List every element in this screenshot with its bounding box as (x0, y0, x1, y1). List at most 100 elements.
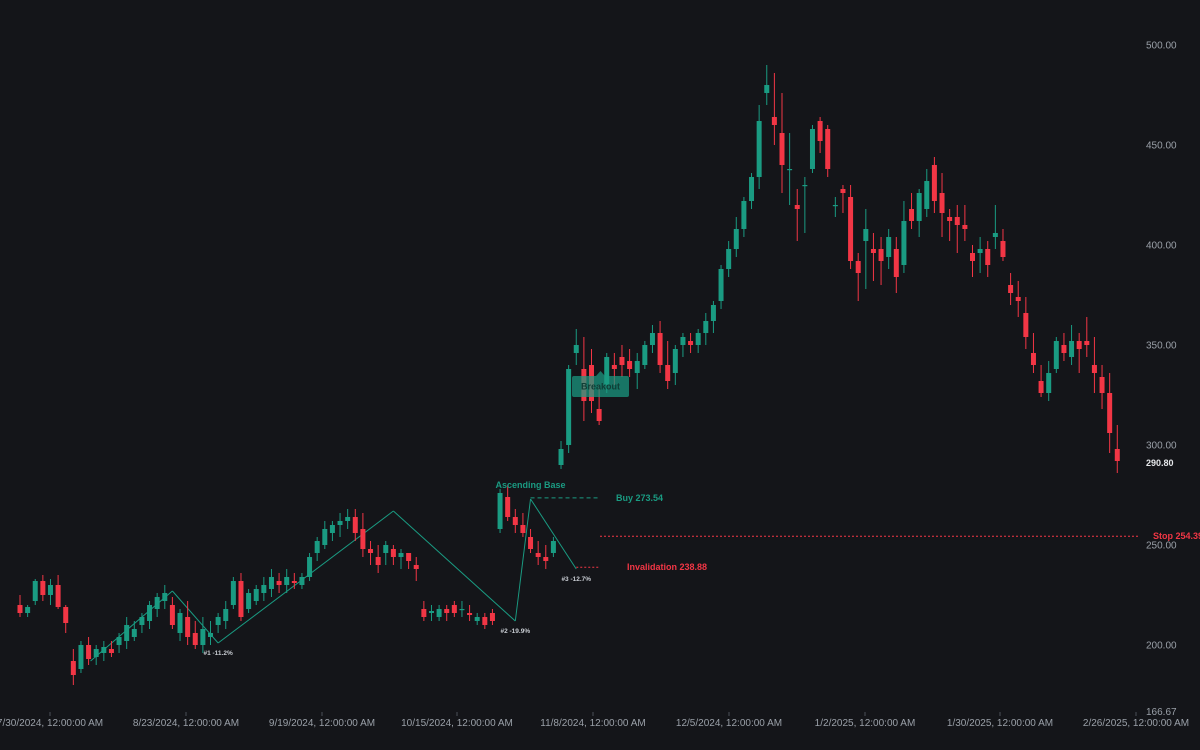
x-tick-label: 8/23/2024, 12:00:00 AM (133, 718, 239, 729)
pattern-labels: 290.80 166.67 #1 -11.2% #2 -19.9% #3 -12.7… (203, 371, 1177, 718)
candle-body (1099, 377, 1105, 393)
candle-body (162, 593, 168, 601)
candle-body (467, 613, 473, 615)
candle-body (749, 177, 755, 201)
candle-body (1015, 297, 1021, 301)
candle-body (794, 205, 800, 209)
candle-body (573, 345, 579, 353)
candle-body (230, 581, 236, 605)
candle-body (451, 605, 457, 613)
candle-body (809, 129, 815, 169)
y-tick-label: 250.00 (1146, 541, 1177, 552)
candle-body (215, 617, 221, 625)
candle-body (1061, 345, 1067, 353)
candle-body (924, 181, 930, 209)
candle-body (154, 597, 160, 609)
candle-body (947, 217, 953, 221)
candle-body (307, 557, 313, 577)
candle-body (32, 581, 38, 601)
x-tick-label: 10/15/2024, 12:00:00 AM (401, 718, 513, 729)
ascending-base-label: Ascending Base (496, 480, 566, 490)
candle-body (375, 557, 381, 565)
candle-body (550, 541, 556, 553)
candle-body (970, 253, 975, 261)
candle-body (223, 609, 229, 621)
candle-body (1091, 365, 1097, 373)
x-tick-label: 11/8/2024, 12:00:00 AM (540, 718, 645, 729)
candle-body (939, 193, 945, 213)
candle-body (992, 233, 998, 237)
candle-body (779, 133, 785, 165)
candle-body (55, 585, 61, 607)
candle-body (665, 365, 671, 381)
candle-body (284, 577, 290, 585)
candle-body (649, 333, 655, 345)
candle-body (985, 249, 991, 265)
candle-body (764, 85, 770, 93)
candle-body (916, 193, 922, 221)
candle-body (756, 121, 762, 177)
candle-body (474, 617, 480, 621)
candle-body (1008, 285, 1014, 293)
candle-body (954, 217, 960, 225)
candle-body (406, 553, 412, 561)
candle-body (177, 613, 183, 633)
candle-body (368, 549, 374, 553)
x-tick-label: 1/2/2025, 12:00:00 AM (815, 718, 916, 729)
candle-body (840, 189, 846, 193)
candle-body (848, 197, 854, 261)
candle-body (977, 249, 983, 253)
candle-body (855, 261, 861, 273)
candle-body (1030, 353, 1036, 365)
candle-body (619, 357, 625, 365)
last-price-label: 290.80 (1146, 458, 1174, 468)
candle-body (108, 649, 114, 653)
candle-body (695, 333, 701, 345)
candle-body (47, 585, 53, 595)
candle-body (718, 269, 724, 301)
pullback-label: #1 -11.2% (203, 650, 232, 657)
candle-body (25, 607, 31, 613)
candle-body (787, 169, 793, 171)
candle-body (520, 525, 526, 533)
candle-body (208, 633, 213, 637)
candle-body (832, 205, 838, 207)
pullback-leg (530, 498, 577, 570)
y-tick-label: 400.00 (1146, 241, 1177, 252)
candle-body (421, 609, 427, 617)
y-axis: 500.00 450.00 400.00 350.00 300.00 250.00 200.… (1146, 41, 1177, 652)
candle-body (543, 557, 549, 561)
candle-body (1046, 373, 1052, 393)
candle-body (253, 589, 259, 601)
candle-body (322, 529, 328, 545)
candle-body (17, 605, 23, 613)
candle-body (482, 617, 488, 625)
candle-body (70, 661, 76, 675)
candle-body (268, 577, 274, 589)
y-tick-label: 200.00 (1146, 641, 1177, 652)
candle-body (246, 593, 252, 609)
candle-body (185, 617, 191, 637)
candle-body (909, 209, 915, 221)
candle-body (444, 609, 450, 613)
candle-body (1084, 341, 1090, 345)
candle-body (901, 221, 907, 265)
y-tick-label: 300.00 (1146, 441, 1177, 452)
candle-body (497, 493, 503, 529)
candle-body (1107, 393, 1113, 433)
buy-label: Buy 273.54 (616, 493, 663, 503)
candle-body (78, 645, 84, 669)
candle-body (680, 337, 686, 345)
candle-body (566, 369, 572, 445)
candle-body (1114, 449, 1120, 461)
stop-label: Stop 254.39 (1153, 531, 1200, 541)
candle-body (1053, 341, 1059, 369)
candle-body (893, 249, 899, 277)
candle-body (383, 545, 389, 553)
candle-body (802, 185, 808, 187)
x-tick-label: 12/5/2024, 12:00:00 AM (676, 718, 782, 729)
candle-body (360, 529, 366, 549)
candle-body (771, 117, 777, 125)
candle-body (413, 565, 419, 569)
